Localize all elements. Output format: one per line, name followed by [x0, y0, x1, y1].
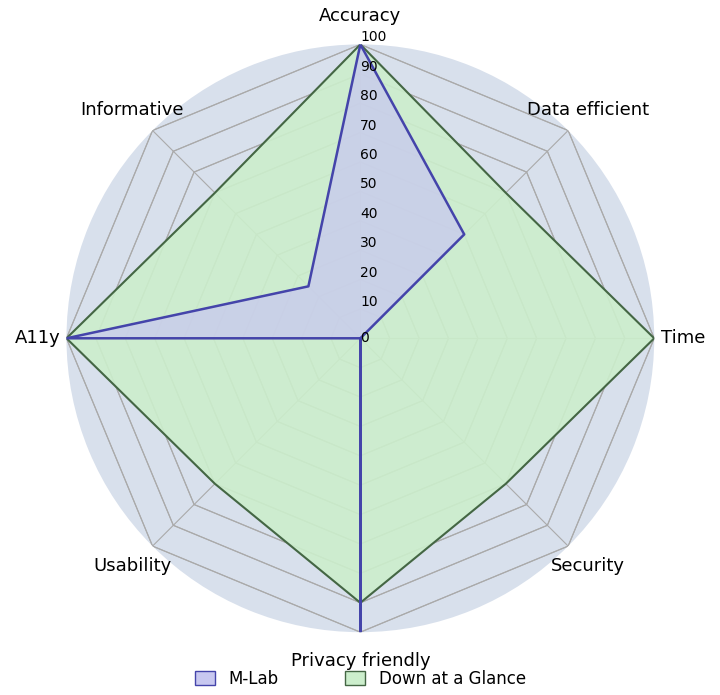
Polygon shape — [66, 44, 654, 632]
Polygon shape — [66, 44, 654, 603]
Text: 40: 40 — [360, 206, 378, 221]
Text: 80: 80 — [360, 89, 378, 103]
Polygon shape — [66, 44, 464, 632]
Text: 30: 30 — [360, 236, 378, 250]
Text: 50: 50 — [360, 177, 378, 191]
Legend: M-Lab, Down at a Glance: M-Lab, Down at a Glance — [189, 663, 532, 694]
Text: 60: 60 — [360, 148, 378, 162]
Text: 20: 20 — [360, 265, 378, 279]
Text: 0: 0 — [360, 332, 369, 345]
Text: 90: 90 — [360, 60, 378, 74]
Text: 70: 70 — [360, 119, 378, 133]
Text: 10: 10 — [360, 295, 378, 309]
Text: 100: 100 — [360, 31, 387, 44]
